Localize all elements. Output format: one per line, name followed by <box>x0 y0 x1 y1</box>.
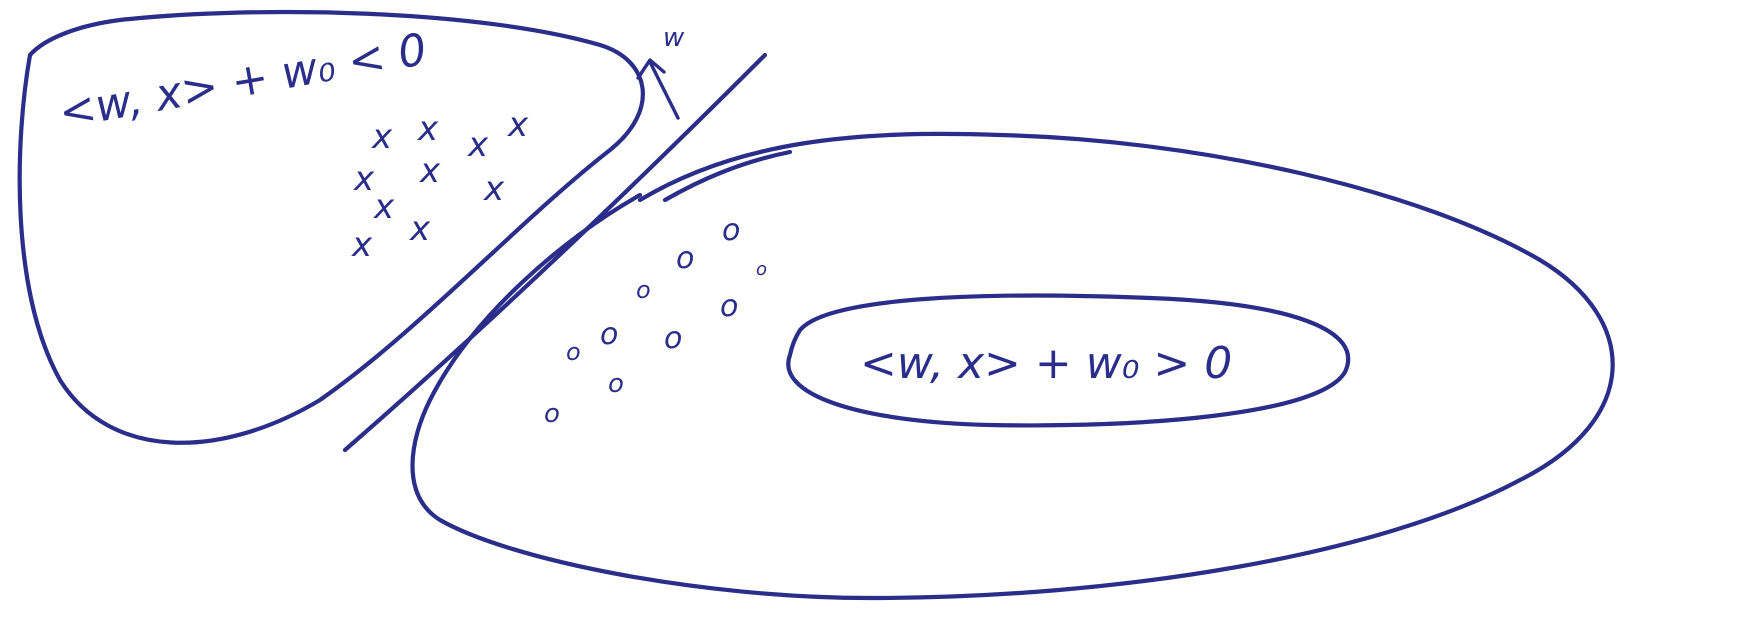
normal-vector-arrowhead <box>636 58 666 80</box>
positive-sample: o <box>722 213 740 248</box>
negative-sample: x <box>353 159 375 199</box>
negative-sample: x <box>371 117 393 157</box>
negative-sample: x <box>467 125 489 165</box>
positive-sample: o <box>664 321 682 356</box>
normal-vector-label: w <box>663 23 685 53</box>
negative-sample: x <box>507 105 529 145</box>
negative-sample: x <box>417 109 439 149</box>
positive-sample: o <box>636 276 651 304</box>
positive-sample: o <box>544 399 560 429</box>
negative-sample: x <box>351 225 373 265</box>
positive-region-label: <w, x> + w₀ > 0 <box>860 338 1232 389</box>
negative-samples: x x x x x x x x x x <box>351 105 529 265</box>
positive-samples: o o o o o o o o o o <box>544 213 767 429</box>
normal-vector-arrow <box>648 60 680 120</box>
negative-sample: x <box>373 187 395 227</box>
negative-sample: x <box>409 209 431 249</box>
positive-sample: o <box>566 338 581 366</box>
positive-sample: o <box>600 317 618 352</box>
negative-region-outline <box>17 9 645 445</box>
positive-region-outline <box>410 131 1615 601</box>
negative-sample: x <box>483 169 505 209</box>
positive-sample: o <box>756 259 767 280</box>
separating-hyperplane <box>342 52 768 453</box>
positive-label-ellipse <box>786 293 1351 428</box>
negative-sample: x <box>419 151 441 191</box>
positive-sample: o <box>720 289 738 324</box>
positive-region-inner-stroke <box>662 149 793 203</box>
positive-sample: o <box>676 241 694 276</box>
positive-sample: o <box>608 369 624 399</box>
